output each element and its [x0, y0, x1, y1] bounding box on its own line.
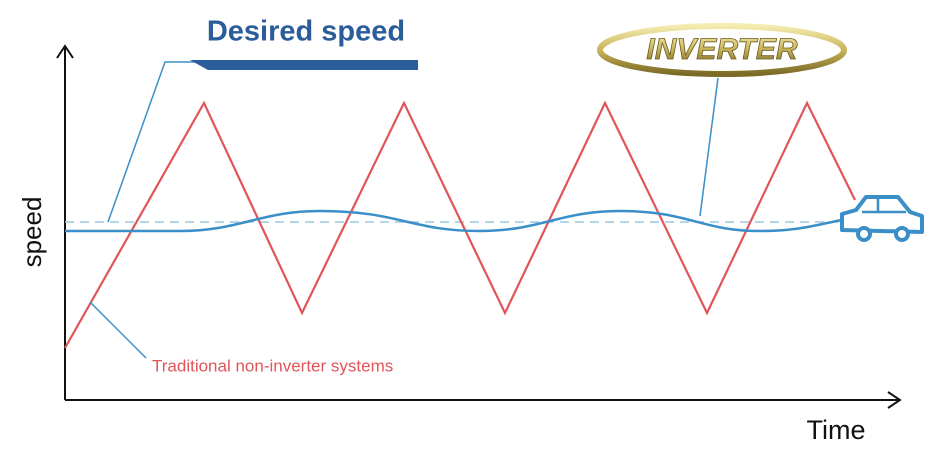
logo-ring — [597, 23, 847, 77]
y-arrow — [56, 44, 74, 59]
y-axis-label: speed — [17, 197, 47, 268]
inverter-line — [65, 209, 843, 233]
desired-pointer — [107, 61, 200, 223]
car-icon — [840, 195, 924, 242]
inverter-label: INVERTER — [646, 33, 797, 66]
traditional-line — [64, 100, 856, 349]
traditional-label: Traditional non-inverter systems — [152, 356, 393, 375]
x-axis-label: Time — [807, 415, 866, 445]
axes — [56, 44, 902, 409]
inverter-pointer — [699, 77, 719, 217]
x-arrow — [887, 391, 902, 409]
desired-bar — [190, 60, 418, 70]
desired-label: Desired speed — [207, 16, 405, 48]
traditional-pointer — [89, 301, 147, 359]
